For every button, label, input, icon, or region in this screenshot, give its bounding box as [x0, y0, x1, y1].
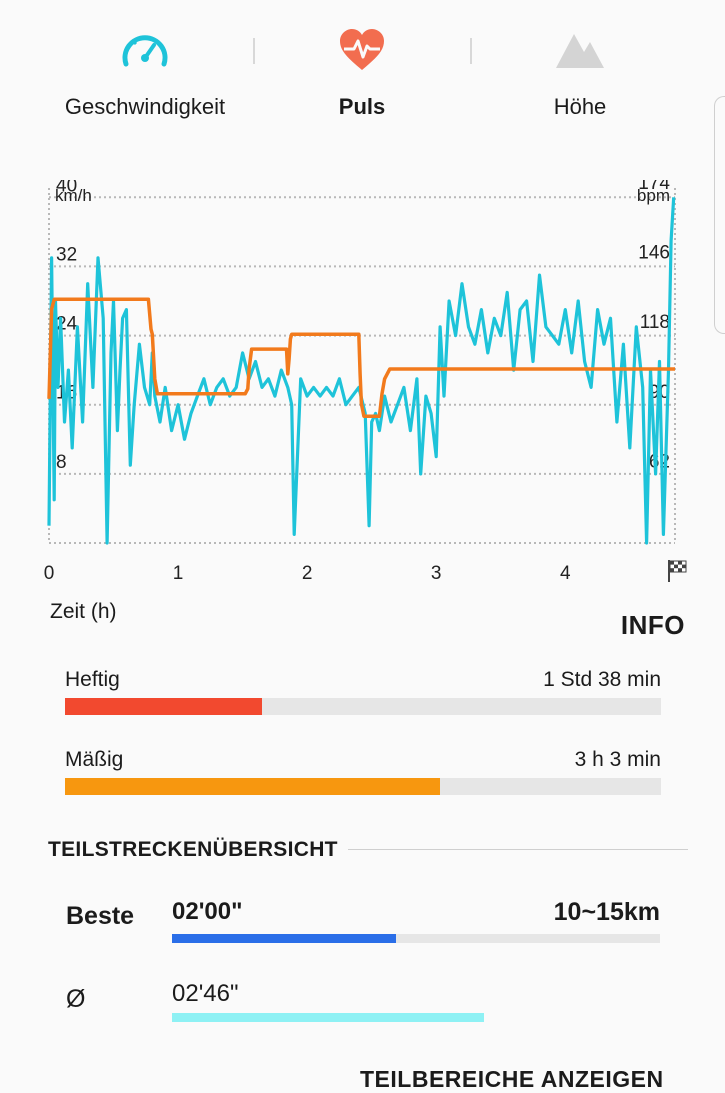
best-split-time: 02'00"	[172, 898, 243, 925]
right-tick-label: 146	[638, 243, 670, 264]
right-tick-label: 118	[640, 312, 670, 333]
tab-speed[interactable]: Geschwindigkeit	[25, 0, 265, 140]
section-divider	[348, 849, 688, 850]
x-tick-label: 1	[173, 563, 184, 584]
pulse-line	[47, 297, 675, 418]
best-split-range: 10~15km	[553, 898, 660, 926]
best-split-track	[172, 934, 660, 943]
x-axis-title: Zeit (h)	[50, 600, 117, 623]
right-axis-unit: bpm	[637, 186, 670, 205]
best-split-bar	[172, 934, 397, 943]
zone-name: Mäßig	[65, 748, 124, 771]
avg-split-track	[172, 1013, 660, 1022]
speedometer-icon	[120, 28, 170, 75]
tab-divider	[253, 38, 255, 64]
tab-speed-label: Geschwindigkeit	[64, 94, 226, 119]
zone-duration: 1 Std 38 min	[543, 668, 661, 691]
zone-duration: 3 h 3 min	[574, 748, 661, 771]
zone-bar-fill	[65, 778, 441, 795]
finish-flag-icon	[668, 560, 687, 582]
left-tick-label: 32	[56, 244, 77, 265]
left-tick-label: 40	[56, 180, 77, 196]
tab-divider	[470, 38, 472, 64]
avg-split-bar	[172, 1013, 485, 1022]
avg-split-time: 02'46"	[172, 980, 239, 1007]
x-tick-label: 2	[302, 563, 313, 584]
tab-altitude-label: Höhe	[553, 94, 607, 119]
tab-pulse-label: Puls	[338, 94, 386, 119]
zone-bar-fill	[65, 698, 262, 715]
best-split-label: Beste	[66, 902, 135, 930]
mountain-icon	[554, 28, 606, 75]
speed-line	[47, 197, 676, 545]
heart-rate-icon	[338, 28, 386, 77]
section-title: TEILSTRECKENÜBERSICHT	[48, 838, 338, 861]
right-tick-label: 174	[638, 180, 670, 194]
tab-pulse[interactable]: Puls	[242, 0, 482, 140]
x-tick-label: 0	[44, 563, 55, 584]
metric-tabs: Geschwindigkeit Puls Höhe	[0, 0, 725, 140]
left-axis-unit: km/h	[55, 186, 92, 205]
zone-name: Heftig	[65, 668, 120, 691]
zone-bar-track	[65, 778, 661, 795]
x-tick-label: 4	[560, 563, 571, 584]
avg-split-label: Ø	[66, 985, 86, 1013]
tab-altitude[interactable]: Höhe	[460, 0, 700, 140]
info-button[interactable]: INFO	[620, 610, 685, 640]
left-tick-label: 8	[56, 452, 67, 473]
x-tick-label: 3	[431, 563, 442, 584]
zone-bar-track	[65, 698, 661, 715]
